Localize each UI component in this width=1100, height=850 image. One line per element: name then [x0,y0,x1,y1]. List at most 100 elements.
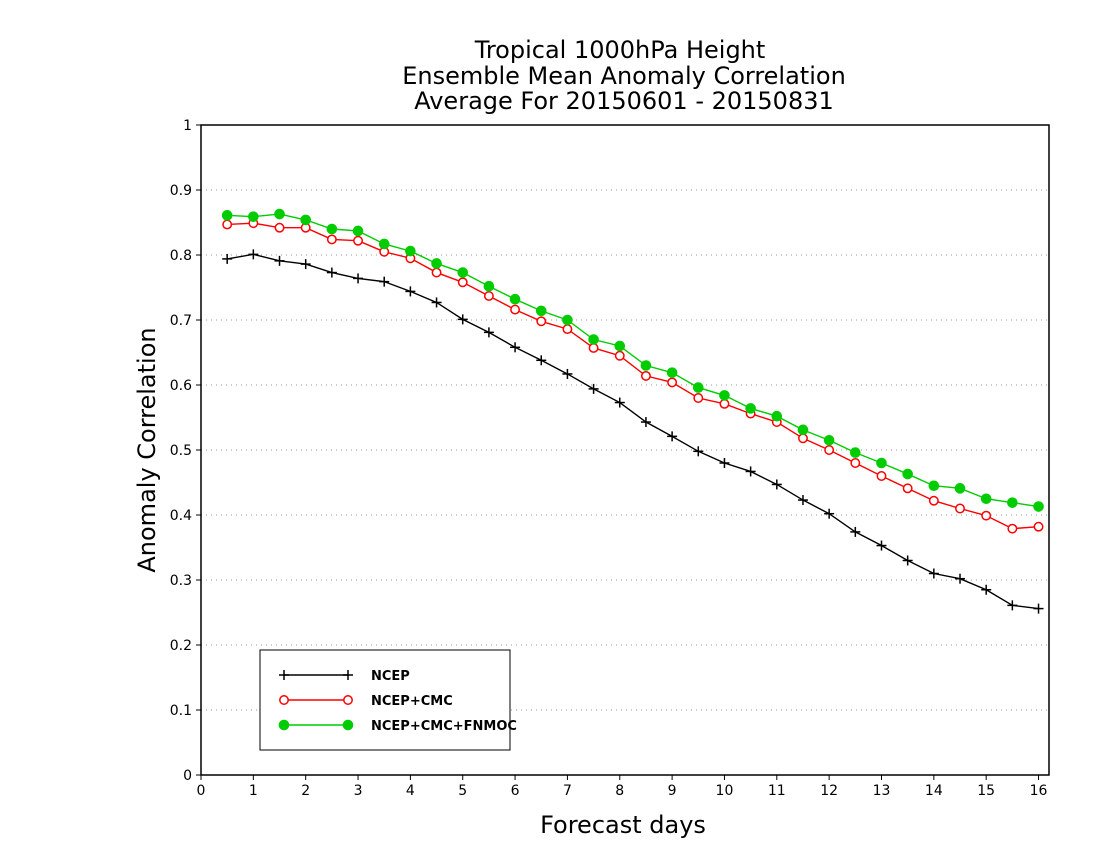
x-tick-label: 5 [458,783,467,799]
data-point [955,503,965,514]
data-point [562,324,573,335]
series-ncep-cmc-fnmoc [221,208,1044,512]
data-point [928,480,940,492]
data-point [771,479,782,490]
data-point [326,223,338,235]
series-group [221,208,1044,614]
x-tick-label: 7 [563,783,572,799]
data-point [640,417,651,428]
data-point [536,316,547,327]
data-point [798,433,808,444]
data-point [300,214,311,226]
data-point [693,393,704,403]
x-axis-title: Forecast days [540,811,706,839]
x-tick-label: 14 [925,783,943,799]
series-ncep-cmc [222,218,1044,534]
chart-title-line-3: Average For 20150601 - 20150831 [414,87,834,115]
legend-item: NCEP+CMC [279,694,453,709]
data-point [850,447,861,458]
x-tick-label: 1 [249,783,258,799]
data-point [353,273,364,284]
data-point [797,424,809,436]
series-line [227,222,1039,530]
data-point [457,267,469,278]
data-point [876,471,887,481]
data-point [457,314,468,325]
data-point [719,398,730,409]
x-tick-label: 15 [977,783,995,799]
data-point [902,483,913,494]
x-tick-label: 13 [873,783,891,799]
data-point [483,327,494,338]
chart-title-line-1: Tropical 1000hPa Height [474,36,766,64]
data-point [745,403,756,414]
data-point [850,458,861,468]
data-point [274,208,285,220]
data-point [509,293,521,305]
y-tick-label: 0.1 [170,703,192,719]
data-point [431,258,442,269]
y-tick-label: 0.9 [170,183,192,199]
data-point [640,360,652,371]
legend-item: NCEP [279,669,410,684]
data-point [745,466,756,477]
chart-title-line-2: Ensemble Mean Anomaly Correlation [402,62,846,90]
x-tick-label: 10 [716,783,734,799]
y-tick-label: 0.7 [170,313,192,329]
legend-marker [343,695,353,705]
data-point [614,350,625,361]
data-point [876,540,887,551]
x-tick-label: 2 [301,783,310,799]
legend: NCEP NCEP+CMC NCEP+CMC+FNMOC [259,649,517,751]
data-point [274,255,285,266]
x-tick-label: 8 [615,783,624,799]
data-point [1007,523,1018,534]
data-point [955,573,966,584]
data-point [510,304,521,315]
y-tick-label: 0 [183,768,192,784]
data-point [692,382,704,393]
data-point [483,280,495,292]
x-tick-label: 0 [197,783,206,799]
data-point [719,390,730,401]
data-point [1007,600,1018,611]
data-point [1033,603,1044,614]
legend-label: NCEP+CMC [371,694,453,709]
data-point [719,458,730,468]
series-line [227,253,1039,610]
data-point [614,340,626,352]
y-tick-label: 0.5 [170,443,192,459]
data-point [614,397,625,408]
data-point [928,568,939,579]
data-point [981,510,992,521]
legend-marker [343,670,353,680]
grid-lines [201,189,1049,711]
data-point [431,297,442,308]
legend-item: NCEP+CMC+FNMOC [278,719,517,734]
data-point [980,493,992,505]
data-point [876,457,887,469]
data-point [248,249,259,260]
data-point [823,434,835,446]
data-point [640,370,651,381]
data-point [510,342,521,353]
data-point [1033,521,1044,532]
series-ncep [222,249,1044,614]
x-tick-label: 4 [406,783,415,799]
data-point [378,238,390,250]
y-tick-label: 0.3 [170,573,192,589]
data-point [693,446,704,457]
data-point [588,334,599,345]
y-tick-label: 0.4 [170,508,192,524]
data-point [588,343,599,353]
data-point [405,286,416,297]
data-point [248,211,259,222]
legend-label: NCEP+CMC+FNMOC [371,719,517,734]
x-tick-label: 6 [511,783,520,799]
data-point [536,355,547,366]
y-tick-label: 0.2 [170,638,192,654]
y-axis-title: Anomaly Correlation [133,327,161,572]
data-point [405,245,416,257]
data-point [221,210,233,221]
